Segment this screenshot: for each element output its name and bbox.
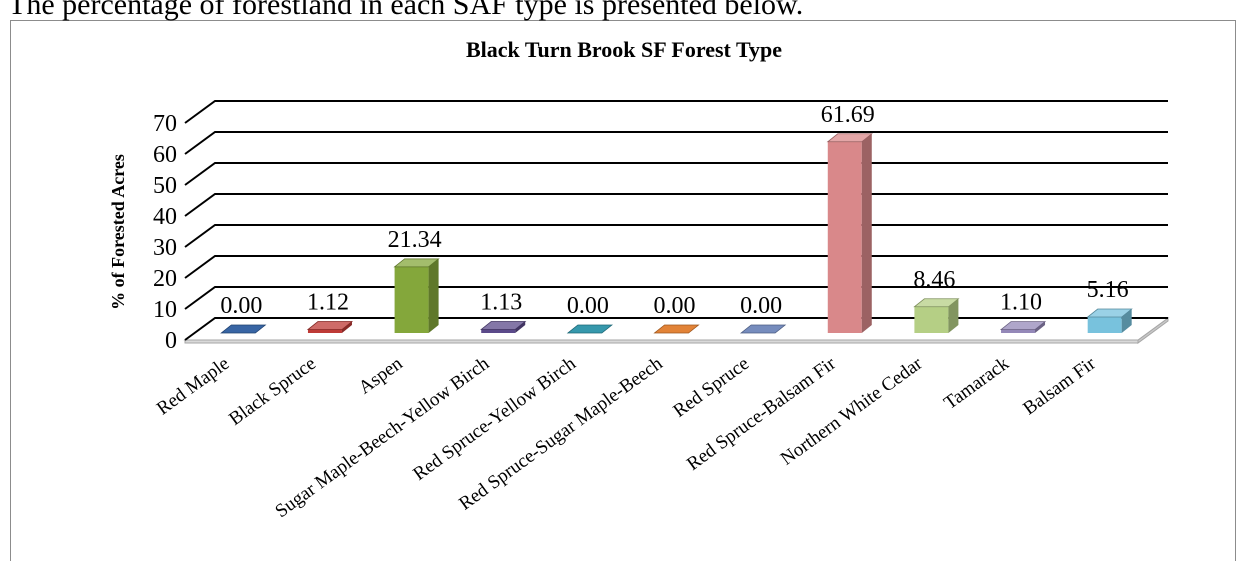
x-tick-label: Balsam Fir bbox=[1019, 353, 1100, 420]
bar-front-face bbox=[481, 329, 516, 333]
x-tick-label: Red Spruce bbox=[669, 353, 753, 422]
bar-top-face bbox=[306, 321, 354, 330]
chart-frame bbox=[10, 20, 1236, 561]
bar-sugar-maple-beech-yellow-birch bbox=[480, 321, 527, 333]
bar-side-face bbox=[341, 321, 352, 333]
data-label: 21.34 bbox=[388, 227, 442, 253]
intro-text: The percentage of forestland in each SAF… bbox=[8, 0, 804, 21]
bar-aspen bbox=[393, 258, 440, 333]
bar-top-face bbox=[1086, 308, 1133, 318]
x-tick-label: Northern White Cedar bbox=[777, 353, 927, 470]
data-label: 0.00 bbox=[567, 293, 609, 319]
bar-top-face bbox=[913, 298, 960, 308]
data-label: 61.69 bbox=[821, 102, 875, 128]
bar-red-spruce bbox=[739, 324, 787, 334]
bar-front-face bbox=[1087, 317, 1122, 333]
data-label: 0.00 bbox=[740, 293, 782, 319]
x-tick-label: Red Spruce-Balsam Fir bbox=[683, 353, 840, 475]
bar-front-face bbox=[1001, 329, 1036, 333]
x-tick-label: Tamarack bbox=[940, 353, 1013, 414]
bar-red-spruce-sugar-maple-beech bbox=[653, 324, 700, 334]
y-tick-label: 0 bbox=[165, 328, 177, 354]
bar-side-face bbox=[515, 321, 526, 333]
bar-side-face bbox=[948, 298, 959, 333]
data-label: 0.00 bbox=[220, 293, 262, 319]
data-label: 1.13 bbox=[480, 289, 522, 315]
y-tick-label: 60 bbox=[153, 142, 177, 168]
y-tick-label: 40 bbox=[153, 204, 177, 230]
bar-top-face bbox=[566, 324, 614, 334]
data-label: 0.00 bbox=[654, 293, 696, 319]
bar-front-face bbox=[394, 266, 429, 333]
gridline bbox=[184, 255, 1168, 279]
bar-side-face bbox=[1121, 309, 1132, 333]
bar-front-face bbox=[307, 329, 342, 333]
y-axis-title: % of Forested Acres bbox=[108, 154, 128, 310]
bar-top-face bbox=[826, 133, 873, 143]
data-label: 5.16 bbox=[1087, 277, 1129, 303]
data-label: 1.12 bbox=[307, 290, 349, 316]
x-tick-label: Black Spruce bbox=[225, 353, 320, 430]
data-label: 8.46 bbox=[913, 267, 955, 293]
data-label: 1.10 bbox=[1000, 290, 1042, 316]
bar-side-face bbox=[861, 133, 872, 333]
bar-red-spruce-balsam-fir bbox=[826, 133, 873, 333]
bar-top-face bbox=[999, 321, 1047, 330]
y-tick-label: 50 bbox=[153, 173, 177, 199]
chart-title: Black Turn Brook SF Forest Type bbox=[466, 37, 782, 62]
bar-tamarack bbox=[999, 321, 1047, 333]
gridline bbox=[184, 224, 1168, 248]
bar-top-face bbox=[480, 321, 527, 330]
bar-top-face bbox=[653, 324, 700, 334]
bar-red-spruce-yellow-birch bbox=[566, 324, 614, 334]
gridline bbox=[184, 193, 1168, 217]
bar-black-spruce bbox=[306, 321, 354, 333]
bar-top-face bbox=[220, 324, 267, 334]
bar-red-maple bbox=[220, 324, 267, 334]
bar-northern-white-cedar bbox=[913, 298, 960, 333]
bar-top-face bbox=[393, 258, 440, 268]
bar-balsam-fir bbox=[1086, 308, 1133, 333]
bar-side-face bbox=[428, 258, 439, 333]
bar-top-face bbox=[739, 324, 787, 334]
y-tick-label: 10 bbox=[153, 297, 177, 323]
x-tick-label: Red Maple bbox=[153, 353, 233, 419]
y-tick-label: 30 bbox=[153, 235, 177, 261]
x-tick-label: Red Spruce-Yellow Birch bbox=[409, 353, 580, 485]
bar-front-face bbox=[914, 306, 949, 333]
y-tick-label: 70 bbox=[153, 111, 177, 137]
gridline bbox=[184, 162, 1168, 186]
gridline bbox=[184, 100, 1168, 124]
x-tick-label: Aspen bbox=[355, 353, 407, 399]
bar-side-face bbox=[1035, 321, 1046, 333]
y-tick-label: 20 bbox=[153, 266, 177, 292]
gridline bbox=[184, 131, 1168, 155]
bar-front-face bbox=[827, 141, 862, 333]
